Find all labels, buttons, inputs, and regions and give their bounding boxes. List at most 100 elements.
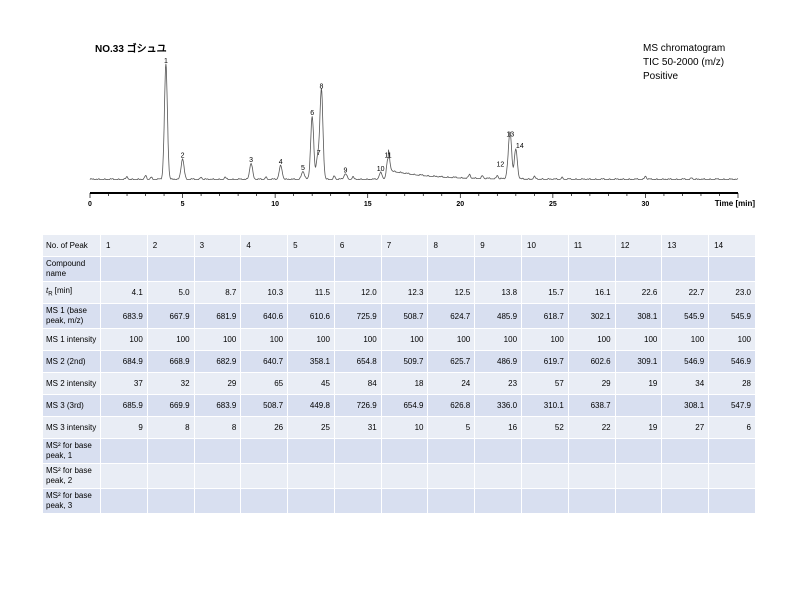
table-cell <box>334 439 381 463</box>
table-cell: 5 <box>428 417 475 438</box>
table-cell <box>288 257 334 281</box>
table-cell <box>615 439 662 463</box>
peak-number-cell: 5 <box>288 235 334 256</box>
table-cell: 654.8 <box>334 351 381 372</box>
peak-label: 6 <box>310 110 314 117</box>
peak-number-cell: 7 <box>381 235 428 256</box>
table-cell: 27 <box>662 417 709 438</box>
peak-label: 13 <box>506 132 514 139</box>
table-row: MS 3 (3rd) 685.9 669.9 683.9 508.7 449.8 726.9… <box>43 395 755 416</box>
table-cell: 16.1 <box>568 282 615 303</box>
table-cell: 9 <box>101 417 147 438</box>
peak-label: 14 <box>516 143 524 150</box>
table-cell: 684.9 <box>101 351 147 372</box>
table-cell: 100 <box>194 329 241 350</box>
table-cell: 683.9 <box>194 395 241 416</box>
table-cell: 15.7 <box>522 282 568 303</box>
table-cell <box>101 257 147 281</box>
table-cell: 34 <box>662 373 709 394</box>
table-cell: 18 <box>381 373 428 394</box>
table-cell: 84 <box>334 373 381 394</box>
peak-table: No. of Peak 1 2 3 4 5 6 7 8 9 10 11 12 13 14 Compound n… <box>42 234 756 514</box>
table-cell <box>475 464 522 488</box>
table-cell <box>147 489 194 513</box>
table-cell: 449.8 <box>288 395 334 416</box>
table-cell <box>241 257 288 281</box>
table-cell: 626.8 <box>428 395 475 416</box>
table-cell: 668.9 <box>147 351 194 372</box>
table-cell <box>334 464 381 488</box>
table-cell <box>522 439 568 463</box>
tic-trace <box>89 63 739 181</box>
page-title: NO.33 ゴシュユ <box>95 44 167 55</box>
table-cell: 685.9 <box>101 395 147 416</box>
table-cell: 100 <box>381 329 428 350</box>
x-tick-label: 25 <box>549 201 557 208</box>
table-row: MS 2 (2nd) 684.9 668.9 682.9 640.7 358.1 654.8… <box>43 351 755 372</box>
peak-label: 5 <box>301 165 305 172</box>
table-cell: 669.9 <box>147 395 194 416</box>
peak-number-cell: 8 <box>428 235 475 256</box>
table-cell: 22.6 <box>615 282 662 303</box>
table-header-row: No. of Peak 1 2 3 4 5 6 7 8 9 10 11 12 13 14 <box>43 235 755 256</box>
table-cell: 681.9 <box>194 304 241 328</box>
table-cell: 52 <box>522 417 568 438</box>
table-cell <box>522 464 568 488</box>
table-cell: 19 <box>615 373 662 394</box>
table-cell: 23.0 <box>709 282 755 303</box>
table-cell <box>522 489 568 513</box>
info-line-2: TIC 50-2000 (m/z) <box>643 57 725 68</box>
table-cell: 302.1 <box>568 304 615 328</box>
table-cell: 624.7 <box>428 304 475 328</box>
table-cell: 10.3 <box>241 282 288 303</box>
info-line-1: MS chromatogram <box>643 43 726 54</box>
table-cell <box>662 439 709 463</box>
table-cell: 100 <box>241 329 288 350</box>
table-cell <box>428 489 475 513</box>
table-cell <box>288 489 334 513</box>
x-axis-label: Time [min] <box>715 199 756 208</box>
row-header-sub: R <box>48 291 53 298</box>
table-cell: 547.9 <box>709 395 755 416</box>
table-cell <box>709 489 755 513</box>
table-cell <box>428 439 475 463</box>
table-cell: 100 <box>334 329 381 350</box>
table-cell <box>334 489 381 513</box>
table-cell <box>428 257 475 281</box>
peak-label: 3 <box>249 157 253 164</box>
table-cell: 602.6 <box>568 351 615 372</box>
table-cell: 100 <box>428 329 475 350</box>
peak-number-cell: 11 <box>568 235 615 256</box>
table-cell: 100 <box>709 329 755 350</box>
table-cell <box>662 489 709 513</box>
row-header: tR [min] <box>43 282 100 303</box>
row-header: MS 2 (2nd) <box>43 351 100 372</box>
table-cell <box>568 439 615 463</box>
table-cell <box>615 489 662 513</box>
table-cell: 654.9 <box>381 395 428 416</box>
table-cell: 29 <box>568 373 615 394</box>
table-row: MS² for base peak, 2 <box>43 464 755 488</box>
table-cell: 336.0 <box>475 395 522 416</box>
table-cell: 23 <box>475 373 522 394</box>
table-cell <box>147 257 194 281</box>
table-cell: 12.5 <box>428 282 475 303</box>
table-cell: 308.1 <box>615 304 662 328</box>
table-cell: 508.7 <box>241 395 288 416</box>
table-cell: 65 <box>241 373 288 394</box>
table-cell <box>288 464 334 488</box>
peak-label: 7 <box>317 150 321 157</box>
peak-label: 8 <box>319 83 323 90</box>
row-header: No. of Peak <box>43 235 100 256</box>
peak-number-cell: 1 <box>101 235 147 256</box>
table-cell: 45 <box>288 373 334 394</box>
x-tick-label: 0 <box>88 201 92 208</box>
table-cell <box>241 489 288 513</box>
peak-number-cell: 2 <box>147 235 194 256</box>
table-cell: 683.9 <box>101 304 147 328</box>
table-cell: 545.9 <box>662 304 709 328</box>
table-row: MS 1 intensity 100 100 100 100 100 100 100 100 10… <box>43 329 755 350</box>
table-cell: 10 <box>381 417 428 438</box>
table-cell: 625.7 <box>428 351 475 372</box>
